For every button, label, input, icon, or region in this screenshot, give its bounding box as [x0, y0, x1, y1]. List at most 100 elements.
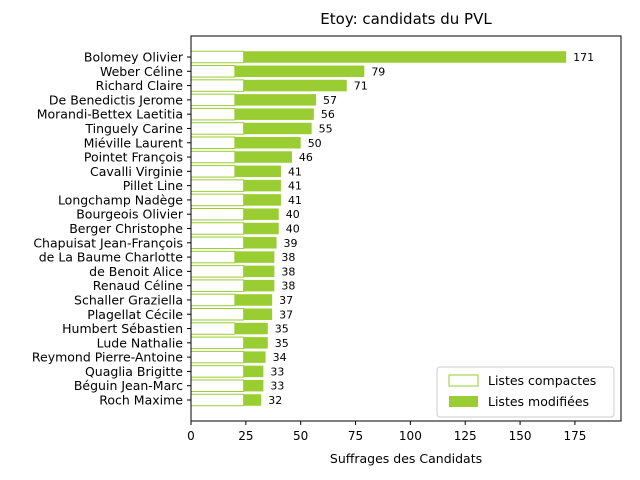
bar-compactes	[190, 265, 245, 278]
legend-swatch-modifiees	[449, 396, 478, 407]
y-tick-label: Morandi-Bettex Laetitia	[37, 107, 183, 122]
bar-modifiees	[243, 122, 312, 135]
bar-value-label: 33	[270, 380, 284, 393]
bar-modifiees	[243, 179, 281, 192]
bar-compactes	[190, 308, 245, 321]
bar-compactes	[190, 207, 245, 221]
y-tick-label: Roch Maxime	[99, 393, 183, 408]
bar-modifiees	[243, 194, 281, 206]
y-tick-label: Plagellat Cécile	[87, 307, 183, 322]
bar-modifiees	[234, 65, 365, 78]
bar-modifiees	[234, 108, 314, 120]
bar-compactes	[190, 336, 245, 350]
legend-swatch-compactes	[448, 374, 479, 387]
bar-modifiees	[243, 379, 264, 392]
bar-value-label: 32	[268, 394, 282, 407]
bar-compactes	[190, 65, 236, 78]
bar-compactes	[190, 250, 236, 264]
x-tick-label: 75	[348, 429, 363, 443]
legend-frame	[436, 366, 615, 418]
bar-value-label: 34	[273, 351, 287, 364]
chart-title: Etoy: candidats du PVL	[320, 10, 492, 28]
y-tick-label: de Benoit Alice	[89, 264, 183, 279]
x-tick-label: 0	[187, 429, 195, 443]
x-tick-label: 175	[563, 429, 586, 443]
y-tick-label: Quaglia Brigitte	[85, 364, 183, 379]
bar-compactes	[190, 279, 245, 292]
x-tick-label: 25	[238, 429, 253, 443]
bar-modifiees	[234, 251, 275, 263]
bar-value-label: 38	[281, 280, 295, 293]
y-tick-label: Béguin Jean-Marc	[74, 378, 183, 393]
legend-label-compactes: Listes compactes	[488, 373, 596, 388]
bar-modifiees	[243, 337, 268, 349]
plot-frame	[190, 35, 622, 422]
bar-compactes	[190, 236, 245, 250]
y-tick-label: Tinguely Carine	[84, 121, 183, 136]
bar-value-label: 41	[288, 194, 302, 207]
bars-layer: 1717971575655504641414140403938383837373…	[190, 50, 594, 407]
bar-modifiees	[243, 351, 266, 363]
bar-modifiees	[243, 208, 279, 220]
x-tick-label: 125	[454, 429, 477, 443]
bar-value-label: 50	[308, 137, 322, 150]
y-tick-label: Renaud Céline	[93, 278, 184, 293]
bar-compactes	[190, 379, 245, 392]
bar-compactes	[190, 350, 245, 364]
y-tick-label: Richard Claire	[96, 78, 184, 93]
x-tick-label: 50	[293, 429, 308, 443]
bar-modifiees	[243, 394, 262, 406]
y-tick-label: De Benedictis Jerome	[49, 92, 183, 107]
bar-modifiees	[243, 79, 347, 92]
bar-value-label: 37	[279, 294, 293, 307]
y-tick-label: Cavalli Virginie	[90, 164, 183, 179]
y-tick-label: Pillet Line	[123, 178, 184, 193]
bar-compactes	[190, 365, 245, 378]
legend-label-modifiees: Listes modifiées	[488, 394, 589, 409]
bar-modifiees	[243, 222, 279, 235]
bar-value-label: 55	[319, 122, 333, 135]
bar-compactes	[190, 193, 245, 207]
y-tick-label: Pointet François	[84, 150, 183, 165]
bar-compactes	[190, 122, 245, 135]
bar-value-label: 41	[288, 180, 302, 193]
y-tick-label: Chapuisat Jean-François	[33, 235, 183, 250]
y-tick-label: Miéville Laurent	[84, 135, 183, 150]
y-tick-label: Reymond Pierre-Antoine	[32, 350, 183, 365]
bar-value-label: 33	[270, 365, 284, 378]
bar-value-label: 71	[354, 80, 368, 93]
x-axis-label: Suffrages des Candidats	[330, 451, 482, 466]
bar-modifiees	[234, 94, 317, 106]
bar-modifiees	[243, 308, 273, 320]
bar-modifiees	[234, 294, 273, 306]
bar-modifiees	[234, 322, 268, 335]
x-tick-label: 100	[399, 429, 422, 443]
bar-compactes	[190, 293, 236, 307]
bar-compactes	[190, 165, 236, 178]
bar-value-label: 35	[275, 337, 289, 350]
bar-modifiees	[234, 137, 301, 149]
bar-modifiees	[234, 151, 292, 163]
bar-compactes	[190, 179, 245, 192]
bar-compactes	[190, 79, 245, 92]
bar-value-label: 56	[321, 108, 335, 121]
legend: Listes compactes Listes modifiées	[436, 366, 615, 418]
bar-value-label: 171	[573, 51, 594, 64]
bar-compactes	[190, 50, 245, 64]
bar-compactes	[190, 222, 245, 235]
bar-modifiees	[243, 365, 264, 378]
bar-modifiees	[234, 165, 281, 178]
y-tick-label: Schaller Graziella	[74, 292, 183, 307]
bar-modifiees	[243, 51, 567, 63]
bar-modifiees	[243, 237, 277, 249]
x-tick-label: 150	[509, 429, 532, 443]
y-tick-label: Bourgeois Olivier	[76, 207, 184, 222]
bar-value-label: 40	[286, 223, 300, 236]
bar-value-label: 38	[281, 251, 295, 264]
y-tick-label: Longchamp Nadège	[58, 192, 183, 207]
bar-value-label: 37	[279, 308, 293, 321]
y-tick-label: de La Baume Charlotte	[39, 250, 184, 265]
